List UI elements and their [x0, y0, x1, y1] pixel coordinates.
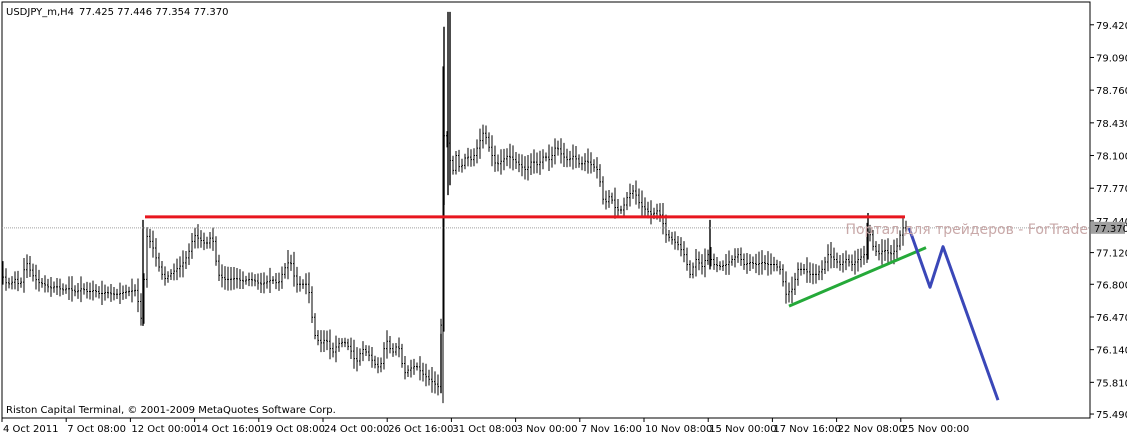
- price-tick-label: 77.770: [1096, 184, 1127, 195]
- plot-frame: [1, 1, 1091, 419]
- drawing-objects: [145, 215, 1000, 401]
- symbol-timeframe-label: USDJPY_m,H4: [6, 7, 74, 18]
- time-tick-label: 7 Oct 08:00: [67, 424, 126, 435]
- price-tick-label: 79.420: [1096, 21, 1127, 32]
- time-tick-label: 12 Oct 00:00: [131, 424, 196, 435]
- price-tick-label: 76.140: [1096, 346, 1127, 357]
- watermark-text: Портал для трейдеров - ForTrade: [845, 222, 1088, 238]
- price-axis[interactable]: 79.42079.09078.76078.43078.10077.77077.4…: [1090, 21, 1127, 421]
- price-tick-label: 77.120: [1096, 249, 1127, 260]
- time-tick-label: 17 Nov 16:00: [773, 424, 840, 435]
- price-tick-label: 75.490: [1096, 410, 1127, 421]
- copyright-text: Riston Capital Terminal, © 2001-2009 Met…: [6, 405, 336, 416]
- time-tick-label: 25 Nov 00:00: [902, 424, 969, 435]
- price-tick-label: 78.760: [1096, 86, 1127, 97]
- time-tick-label: 10 Nov 08:00: [645, 424, 712, 435]
- time-tick-label: 31 Oct 08:00: [452, 424, 517, 435]
- ohlc-values: 77.425 77.446 77.354 77.370: [79, 7, 229, 18]
- forecast-zigzag[interactable]: [907, 227, 1000, 401]
- time-tick-label: 3 Nov 00:00: [517, 424, 578, 435]
- support-trendline[interactable]: [788, 246, 927, 308]
- current-price-label: 77.370: [1094, 224, 1127, 235]
- price-tick-label: 76.800: [1096, 280, 1127, 291]
- time-tick-label: 24 Oct 00:00: [324, 424, 389, 435]
- time-tick-label: 14 Oct 16:00: [196, 424, 261, 435]
- price-tick-label: 78.430: [1096, 119, 1127, 130]
- price-tick-label: 78.100: [1096, 152, 1127, 163]
- time-tick-label: 22 Nov 08:00: [838, 424, 905, 435]
- candles-layer: [2, 11, 907, 404]
- current-price-tag: [1091, 221, 1125, 234]
- price-tick-label: 75.810: [1096, 378, 1127, 389]
- time-tick-label: 7 Nov 16:00: [581, 424, 642, 435]
- time-tick-label: 15 Nov 00:00: [709, 424, 776, 435]
- time-tick-label: 26 Oct 16:00: [388, 424, 453, 435]
- time-tick-label: 4 Oct 2011: [3, 424, 58, 435]
- time-tick-label: 19 Oct 08:00: [260, 424, 325, 435]
- price-tick-label: 76.470: [1096, 313, 1127, 324]
- price-tick-label: 79.090: [1096, 53, 1127, 64]
